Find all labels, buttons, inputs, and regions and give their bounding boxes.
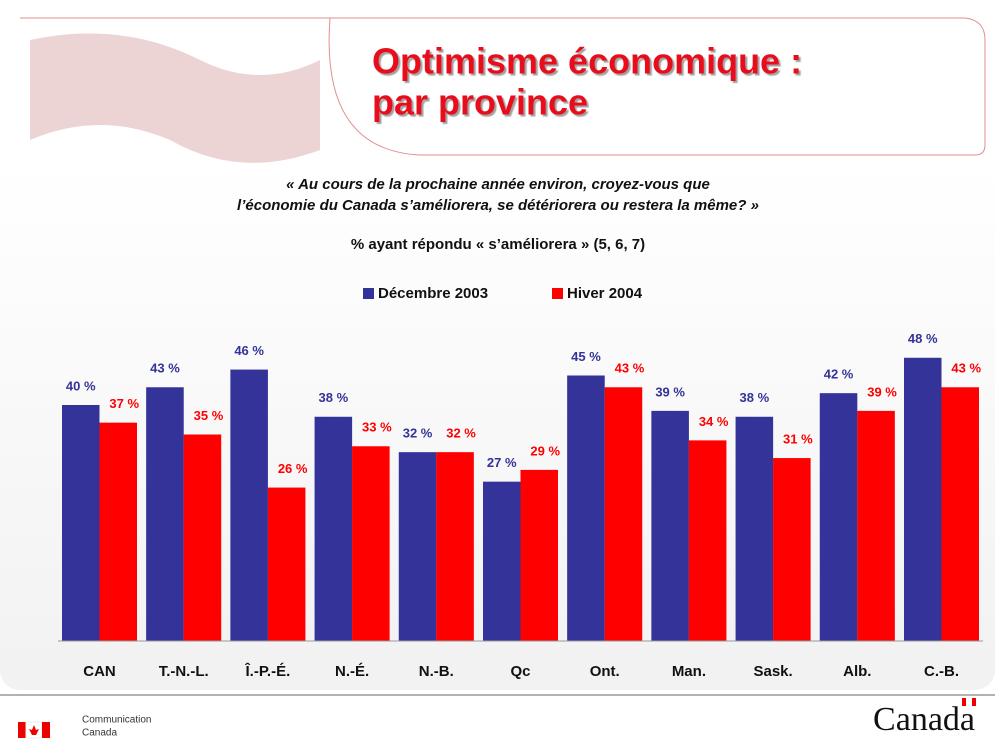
x-tick-label: Ont. (590, 663, 620, 680)
slide: Optimisme économique : par province « Au… (0, 0, 995, 750)
x-tick-label: Sask. (753, 663, 792, 680)
bar-shade (773, 458, 811, 641)
legend-swatch (363, 288, 374, 299)
question: « Au cours de la prochaine année environ… (286, 176, 710, 193)
value-label: 42 % (824, 367, 854, 382)
x-tick-label: Î.-P.-É. (245, 662, 291, 680)
value-label: 43 % (150, 361, 180, 376)
bar-shade (942, 387, 980, 641)
legend-label: Hiver 2004 (567, 285, 643, 302)
bar-shade (146, 387, 184, 641)
bar-shade (605, 387, 643, 641)
bar-shade (857, 411, 895, 641)
department: Canada (82, 728, 117, 739)
x-tick-label: Alb. (843, 663, 871, 680)
subtitle: % ayant répondu « s’améliorera » (5, 6, … (351, 236, 645, 253)
value-label: 38 % (319, 390, 349, 405)
value-label: 33 % (362, 420, 392, 435)
bar-shade (62, 405, 100, 641)
bar-shade (483, 482, 521, 641)
bar-shade (436, 452, 474, 641)
x-tick-label: C.-B. (924, 663, 959, 680)
bar-shade (736, 417, 774, 641)
value-label: 27 % (487, 455, 517, 470)
x-tick-label: Qc (510, 663, 530, 680)
x-tick-label: CAN (83, 663, 116, 680)
chart-title: par province (372, 82, 588, 123)
bar-shade (315, 417, 353, 641)
chart-title: Optimisme économique : (372, 41, 802, 82)
bar-shade (820, 393, 858, 641)
value-label: 45 % (571, 349, 601, 364)
value-label: 32 % (446, 426, 476, 441)
value-label: 46 % (234, 343, 264, 358)
value-label: 37 % (109, 396, 139, 411)
x-tick-label: N.-É. (335, 663, 369, 680)
value-label: 43 % (615, 361, 645, 376)
value-label: 26 % (278, 461, 308, 476)
bar-shade (689, 440, 727, 641)
wordmark: Canada (873, 701, 975, 738)
value-label: 39 % (867, 384, 897, 399)
bar-shade (651, 411, 689, 641)
bar-shade (399, 452, 437, 641)
x-tick-label: Man. (672, 663, 706, 680)
legend-swatch (552, 288, 563, 299)
legend-label: Décembre 2003 (378, 285, 488, 302)
value-label: 43 % (951, 361, 981, 376)
value-label: 29 % (530, 443, 560, 458)
bar-shade (352, 446, 390, 641)
bar-shade (230, 370, 268, 641)
value-label: 48 % (908, 331, 938, 346)
wordmark-flag (962, 698, 976, 706)
bar-shade (184, 435, 222, 642)
footer-flag (18, 722, 50, 738)
bar-shade (567, 376, 605, 642)
question: l’économie du Canada s’améliorera, se dé… (237, 197, 759, 214)
value-label: 38 % (740, 390, 770, 405)
value-label: 31 % (783, 432, 813, 447)
bar-shade (268, 488, 306, 641)
x-tick-label: N.-B. (419, 663, 454, 680)
x-tick-label: T.-N.-L. (159, 663, 209, 680)
value-label: 32 % (403, 426, 433, 441)
department: Communication (82, 715, 151, 726)
bar-shade (100, 423, 138, 641)
value-label: 34 % (699, 414, 729, 429)
value-label: 39 % (655, 384, 685, 399)
value-label: 35 % (194, 408, 224, 423)
value-label: 40 % (66, 378, 96, 393)
bar-shade (521, 470, 559, 641)
bar-shade (904, 358, 942, 641)
